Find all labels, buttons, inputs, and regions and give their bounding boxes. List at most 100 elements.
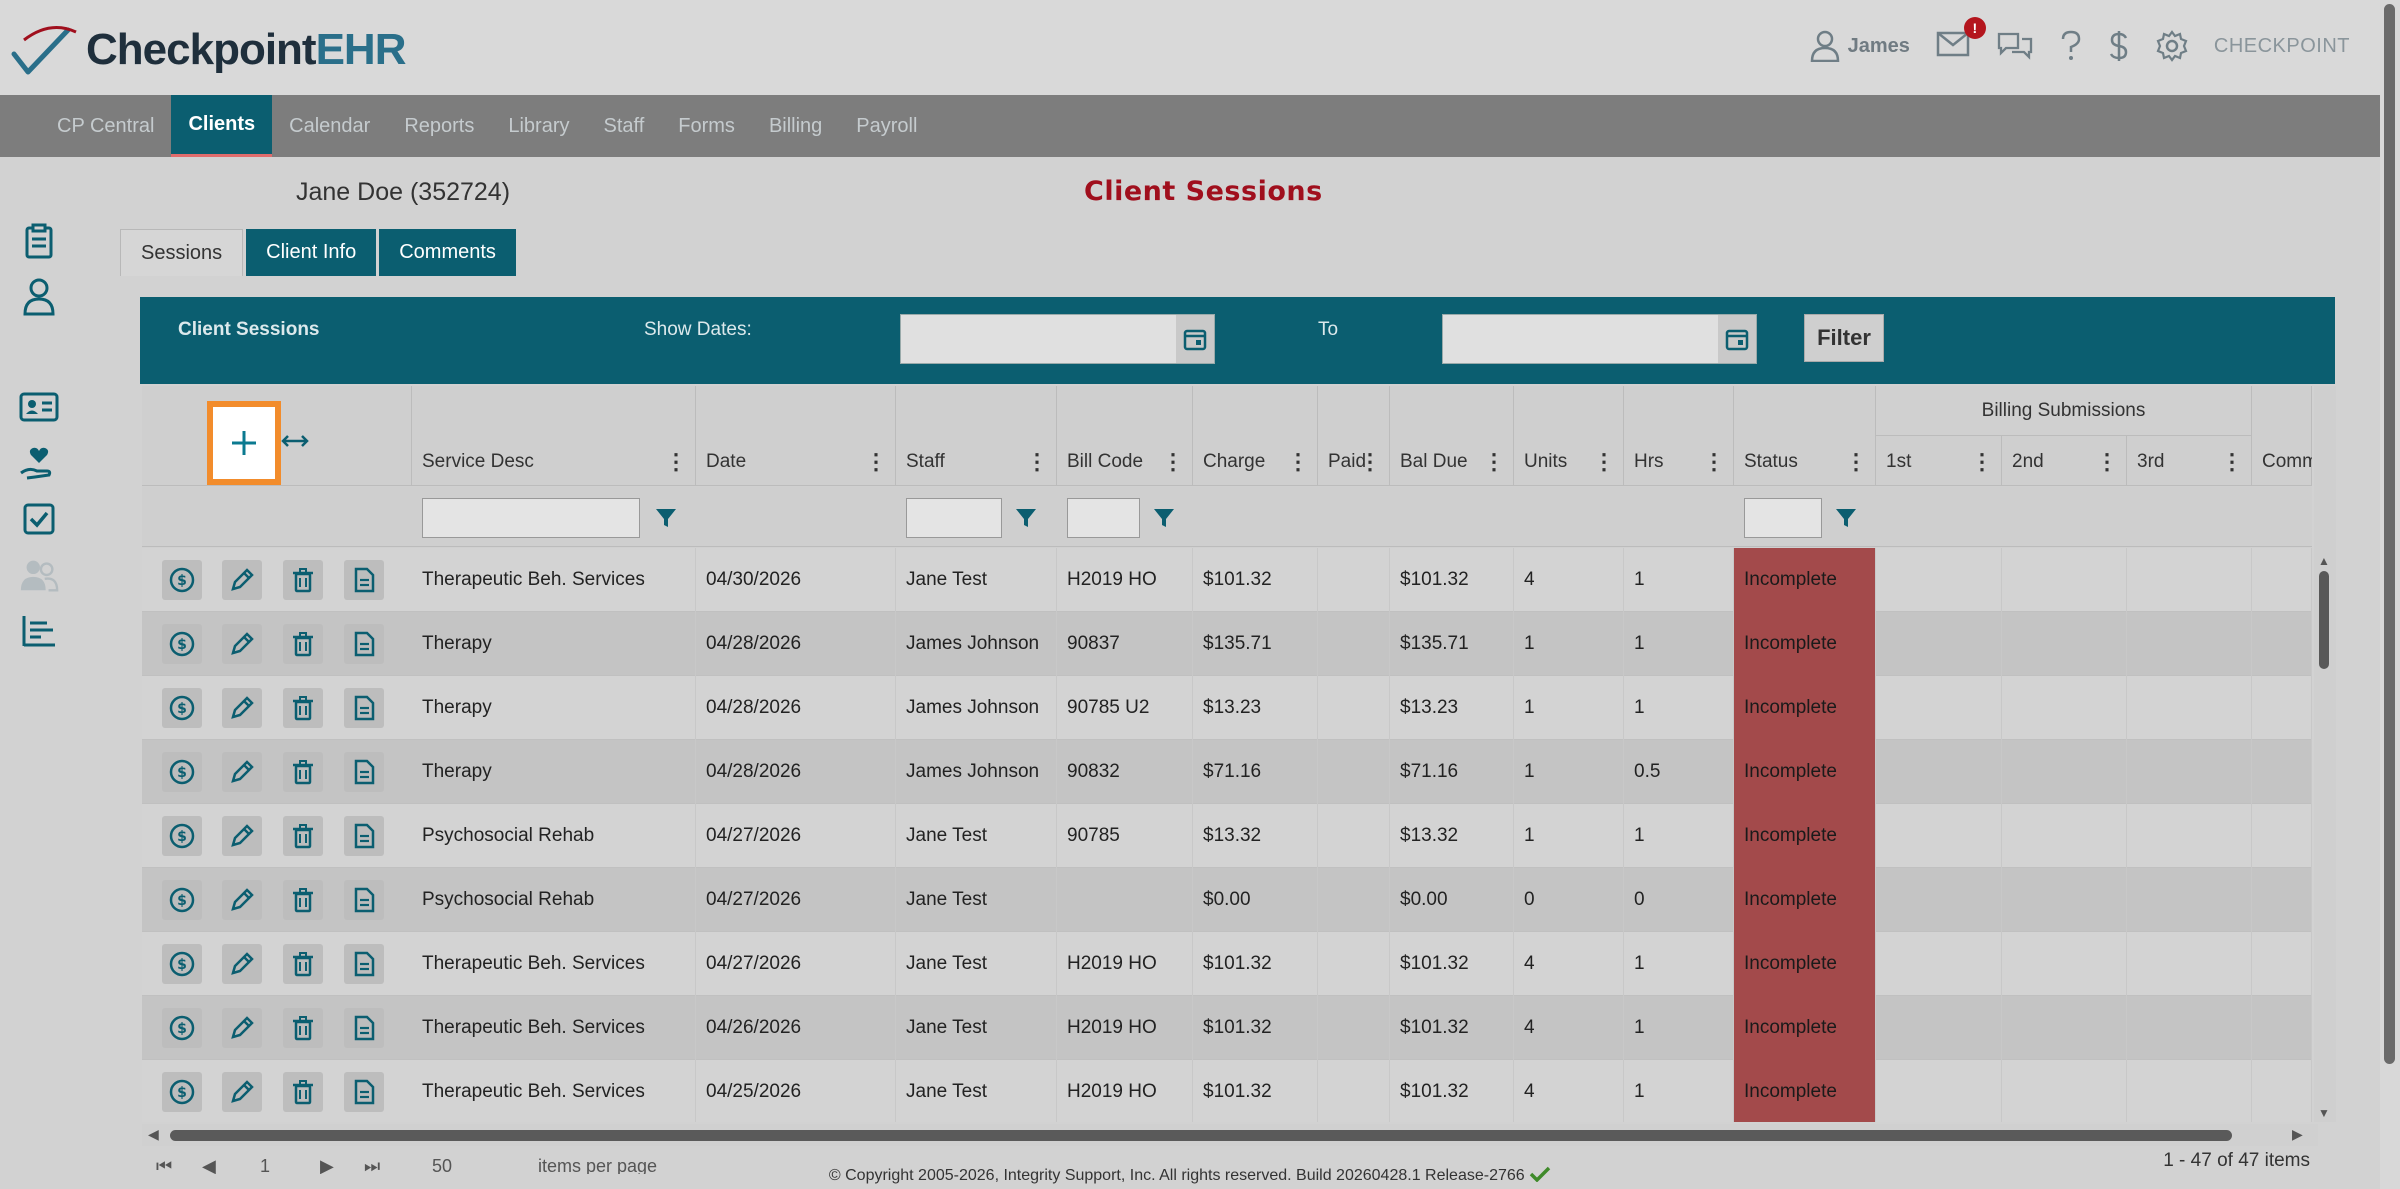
- header-bal-due[interactable]: Bal Due ⋮: [1390, 386, 1514, 486]
- document-button[interactable]: [344, 624, 384, 664]
- table-row[interactable]: $ Therapeutic Beh. Services 04/25/2026 Jane…: [142, 1060, 2312, 1122]
- prev-page-icon[interactable]: ◀: [202, 1156, 216, 1174]
- table-row[interactable]: $ Therapeutic Beh. Services 04/30/2026 Jane…: [142, 548, 2312, 612]
- document-button[interactable]: [344, 1008, 384, 1048]
- id-card-icon[interactable]: [18, 388, 60, 426]
- scroll-right-icon[interactable]: ▶: [2292, 1126, 2303, 1142]
- checkbox-icon[interactable]: [18, 500, 60, 538]
- current-page[interactable]: 1: [260, 1156, 271, 1174]
- header-3rd[interactable]: 3rd ⋮: [2127, 436, 2252, 486]
- header-comments[interactable]: Comm: [2252, 386, 2312, 486]
- filter-button[interactable]: Filter: [1804, 314, 1884, 362]
- help-icon[interactable]: [2060, 30, 2082, 62]
- from-date-input[interactable]: [900, 314, 1215, 364]
- staff-filter-button[interactable]: [1006, 498, 1046, 538]
- app-logo[interactable]: CheckpointEHR: [10, 18, 406, 82]
- bill-code-filter-input[interactable]: [1067, 498, 1140, 538]
- trash-button[interactable]: [283, 1008, 323, 1048]
- column-menu-icon[interactable]: ⋮: [2096, 449, 2118, 474]
- header-1st[interactable]: 1st ⋮: [1876, 436, 2002, 486]
- document-button[interactable]: [344, 560, 384, 600]
- pencil-button[interactable]: [222, 816, 262, 856]
- first-page-icon[interactable]: ⏮: [156, 1156, 173, 1174]
- document-button[interactable]: [344, 880, 384, 920]
- status-filter-input[interactable]: [1744, 498, 1822, 538]
- header-status[interactable]: Status ⋮: [1734, 386, 1876, 486]
- column-menu-icon[interactable]: ⋮: [2221, 449, 2243, 474]
- scroll-left-icon[interactable]: ◀: [148, 1126, 159, 1142]
- dollar-circle-button[interactable]: $: [162, 752, 202, 792]
- column-menu-icon[interactable]: ⋮: [865, 449, 887, 474]
- pencil-button[interactable]: [222, 688, 262, 728]
- table-row[interactable]: $ Psychosocial Rehab 04/27/2026 Jane Test $0…: [142, 868, 2312, 932]
- document-button[interactable]: [344, 816, 384, 856]
- trash-button[interactable]: [283, 1072, 323, 1112]
- table-row[interactable]: $ Therapeutic Beh. Services 04/26/2026 Jane…: [142, 996, 2312, 1060]
- table-row[interactable]: $ Therapeutic Beh. Services 04/27/2026 Jane…: [142, 932, 2312, 996]
- next-page-icon[interactable]: ▶: [320, 1156, 334, 1174]
- column-menu-icon[interactable]: ⋮: [1287, 449, 1309, 474]
- scroll-down-icon[interactable]: ▼: [2318, 1106, 2330, 1120]
- pencil-button[interactable]: [222, 880, 262, 920]
- header-hrs[interactable]: Hrs ⋮: [1624, 386, 1734, 486]
- column-menu-icon[interactable]: ⋮: [1026, 449, 1048, 474]
- nav-staff[interactable]: Staff: [603, 114, 645, 137]
- staff-filter-input[interactable]: [906, 498, 1002, 538]
- column-menu-icon[interactable]: ⋮: [1483, 449, 1505, 474]
- dollar-circle-button[interactable]: $: [162, 1072, 202, 1112]
- pencil-button[interactable]: [222, 944, 262, 984]
- header-bill-code[interactable]: Bill Code ⋮: [1057, 386, 1193, 486]
- table-row[interactable]: $ Therapy 04/28/2026 James Johnson 90785 U2 $…: [142, 676, 2312, 740]
- dollar-icon[interactable]: [2108, 30, 2130, 62]
- dollar-circle-button[interactable]: $: [162, 688, 202, 728]
- expand-columns-icon[interactable]: [278, 428, 312, 454]
- pencil-button[interactable]: [222, 560, 262, 600]
- nav-billing[interactable]: Billing: [768, 114, 823, 137]
- trash-button[interactable]: [283, 624, 323, 664]
- tab-sessions[interactable]: Sessions: [120, 229, 244, 276]
- header-charge[interactable]: Charge ⋮: [1193, 386, 1318, 486]
- grid-horizontal-scrollbar[interactable]: ◀ ▶: [142, 1124, 2318, 1146]
- to-date-input[interactable]: [1442, 314, 1757, 364]
- document-button[interactable]: [344, 688, 384, 728]
- group-icon[interactable]: [18, 556, 60, 594]
- tab-comments[interactable]: Comments: [379, 229, 516, 276]
- column-menu-icon[interactable]: ⋮: [1845, 449, 1867, 474]
- header-paid[interactable]: Paid ⋮: [1318, 386, 1390, 486]
- trash-button[interactable]: [283, 688, 323, 728]
- table-row[interactable]: $ Therapy 04/28/2026 James Johnson 90837 $135…: [142, 612, 2312, 676]
- dollar-circle-button[interactable]: $: [162, 880, 202, 920]
- document-button[interactable]: [344, 752, 384, 792]
- dollar-circle-button[interactable]: $: [162, 624, 202, 664]
- to-calendar-button[interactable]: [1718, 315, 1756, 363]
- column-menu-icon[interactable]: ⋮: [1703, 449, 1725, 474]
- trash-button[interactable]: [283, 560, 323, 600]
- dollar-circle-button[interactable]: $: [162, 1008, 202, 1048]
- header-date[interactable]: Date ⋮: [696, 386, 896, 486]
- column-menu-icon[interactable]: ⋮: [665, 449, 687, 474]
- column-menu-icon[interactable]: ⋮: [1162, 449, 1184, 474]
- column-menu-icon[interactable]: ⋮: [1593, 449, 1615, 474]
- bill-code-filter-button[interactable]: [1144, 498, 1184, 538]
- from-calendar-button[interactable]: [1176, 315, 1214, 363]
- trash-button[interactable]: [283, 880, 323, 920]
- person-icon[interactable]: [18, 278, 60, 316]
- document-button[interactable]: [344, 1072, 384, 1112]
- heart-hand-icon[interactable]: [18, 444, 60, 482]
- header-service-desc[interactable]: Service Desc ⋮: [412, 386, 696, 486]
- scroll-up-icon[interactable]: ▲: [2318, 554, 2330, 568]
- dollar-circle-button[interactable]: $: [162, 560, 202, 600]
- nav-clients[interactable]: Clients: [171, 95, 273, 157]
- column-menu-icon[interactable]: ⋮: [1971, 449, 1993, 474]
- table-row[interactable]: $ Psychosocial Rehab 04/27/2026 Jane Test 90…: [142, 804, 2312, 868]
- pencil-button[interactable]: [222, 1072, 262, 1112]
- nav-library[interactable]: Library: [508, 114, 570, 137]
- pencil-button[interactable]: [222, 752, 262, 792]
- document-button[interactable]: [344, 944, 384, 984]
- header-staff[interactable]: Staff ⋮: [896, 386, 1057, 486]
- nav-cp-central[interactable]: CP Central: [57, 114, 155, 137]
- clipboard-icon[interactable]: [18, 222, 60, 260]
- table-row[interactable]: $ Therapy 04/28/2026 James Johnson 90832 $71.…: [142, 740, 2312, 804]
- pencil-button[interactable]: [222, 624, 262, 664]
- status-filter-button[interactable]: [1826, 498, 1866, 538]
